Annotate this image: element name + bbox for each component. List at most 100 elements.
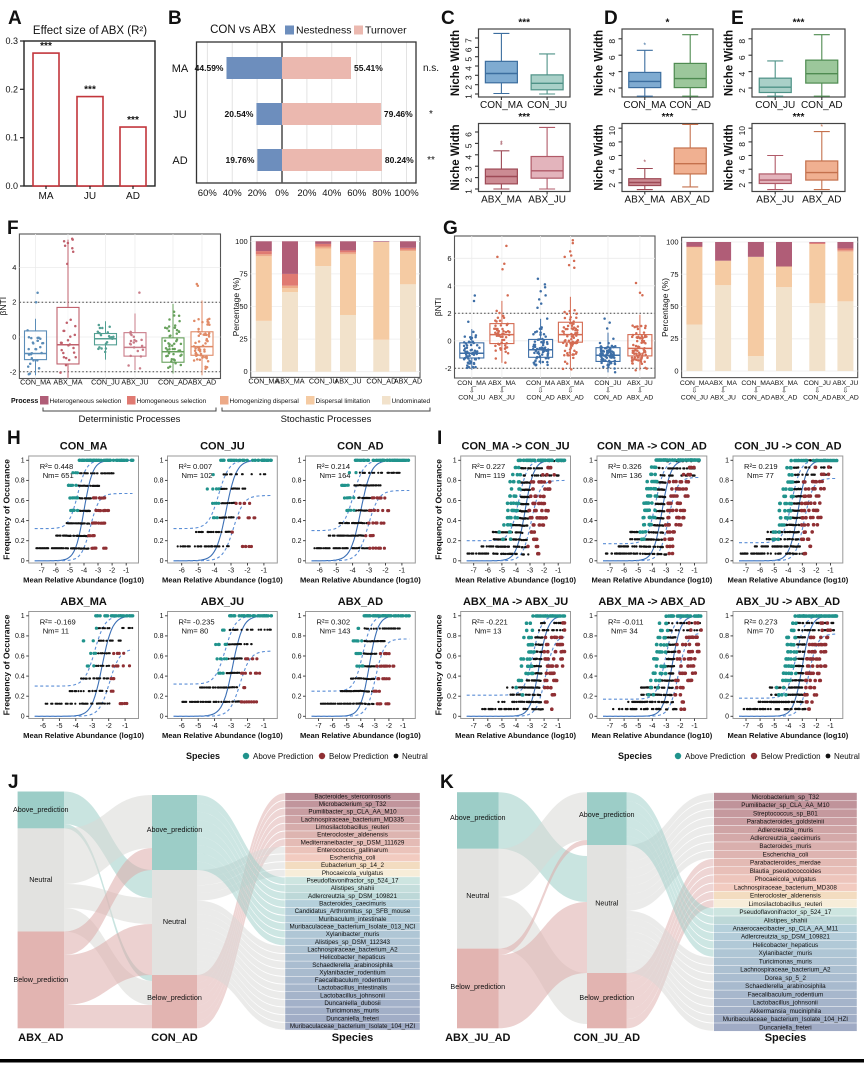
svg-text:0.8: 0.8 (15, 478, 25, 485)
svg-text:D: D (604, 8, 618, 29)
svg-text:Lachnospiraceae_bacterium_A2: Lachnospiraceae_bacterium_A2 (740, 967, 831, 974)
svg-text:2: 2 (607, 88, 617, 93)
svg-text:-6: -6 (485, 568, 491, 575)
svg-text:-1: -1 (691, 723, 697, 730)
svg-text:ABX_AD: ABX_AD (802, 195, 841, 206)
svg-text:-6: -6 (329, 723, 335, 730)
svg-text:ABX_MA: ABX_MA (60, 596, 107, 608)
svg-text:0: 0 (674, 367, 678, 376)
svg-text:Alistipes_shahii: Alistipes_shahii (331, 885, 374, 892)
svg-text:0.4: 0.4 (154, 673, 164, 680)
svg-text:0.2: 0.2 (15, 694, 25, 701)
svg-text:3: 3 (464, 75, 474, 80)
svg-text:6: 6 (464, 47, 474, 52)
svg-text:Escherichia_coli: Escherichia_coli (763, 851, 809, 858)
svg-text:Frequency of Occurance: Frequency of Occurance (434, 614, 444, 715)
svg-text:Mean Relative Abundance (log10: Mean Relative Abundance (log10) (300, 731, 421, 740)
svg-text:40%: 40% (322, 188, 342, 199)
svg-text:-6: -6 (179, 568, 185, 575)
svg-text:Species: Species (332, 1032, 374, 1044)
svg-text:-6: -6 (757, 723, 763, 730)
svg-text:Species: Species (765, 1032, 807, 1044)
svg-text:ABX_MA: ABX_MA (53, 378, 82, 387)
svg-text:ABX_AD: ABX_AD (394, 377, 422, 386)
svg-text:Bacteroides_muris: Bacteroides_muris (759, 843, 811, 850)
svg-text:Nestedness: Nestedness (296, 25, 351, 37)
svg-text:-4: -4 (785, 568, 791, 575)
svg-text:25: 25 (239, 335, 247, 344)
svg-text:-5: -5 (195, 568, 201, 575)
svg-text:*: * (820, 124, 823, 131)
svg-text:B: B (168, 8, 182, 29)
svg-text:*: * (500, 143, 503, 150)
svg-text:Xylanibacter_rodentium: Xylanibacter_rodentium (319, 969, 385, 976)
svg-text:Effect size of ABX (R²): Effect size of ABX (R²) (33, 25, 147, 37)
svg-text:CON_MA: CON_MA (480, 100, 523, 111)
svg-text:0.6: 0.6 (154, 653, 164, 660)
svg-text:6: 6 (737, 155, 747, 160)
svg-text:βNTI: βNTI (433, 298, 443, 317)
svg-text:4: 4 (607, 169, 617, 174)
svg-text:Pumilibacter_sp_CLA_AA_M10: Pumilibacter_sp_CLA_AA_M10 (308, 809, 397, 816)
svg-text:1: 1 (725, 613, 729, 620)
svg-text:⇩: ⇩ (842, 387, 848, 395)
svg-text:0: 0 (21, 714, 25, 721)
svg-text:⇩: ⇩ (814, 387, 820, 395)
svg-text:1: 1 (589, 458, 593, 465)
svg-text:-2: -2 (445, 364, 452, 373)
svg-text:8: 8 (737, 39, 747, 44)
svg-text:ABX_MA: ABX_MA (481, 195, 522, 206)
svg-text:CON_AD: CON_AD (669, 100, 711, 111)
svg-text:0.4: 0.4 (583, 518, 593, 525)
svg-text:Phocaeicola_vulgatus: Phocaeicola_vulgatus (322, 870, 383, 877)
svg-text:Lachnospiraceae_bacterium_A2: Lachnospiraceae_bacterium_A2 (307, 947, 398, 954)
svg-text:Nm= 70: Nm= 70 (747, 627, 774, 636)
svg-text:1: 1 (589, 613, 593, 620)
svg-text:Dorea_sp_5_2: Dorea_sp_5_2 (765, 975, 807, 982)
svg-text:Adlercreutzia_sp_DSM_109821: Adlercreutzia_sp_DSM_109821 (308, 893, 397, 900)
svg-text:40%: 40% (223, 188, 243, 199)
svg-text:Frequency of Occurance: Frequency of Occurance (2, 614, 12, 715)
svg-text:0.8: 0.8 (292, 633, 302, 640)
svg-text:CON_JU: CON_JU (309, 377, 338, 386)
svg-text:100%: 100% (394, 188, 419, 199)
svg-text:0.8: 0.8 (583, 633, 593, 640)
svg-text:ABX_MA: ABX_MA (709, 380, 737, 387)
svg-text:-2: -2 (541, 568, 547, 575)
svg-text:R²= -0.221: R²= -0.221 (472, 618, 508, 627)
svg-text:8: 8 (607, 142, 617, 147)
svg-text:Neutral: Neutral (834, 752, 860, 761)
svg-text:*: * (429, 109, 433, 120)
svg-text:60%: 60% (198, 188, 218, 199)
svg-text:2: 2 (737, 183, 747, 188)
svg-text:-7: -7 (743, 568, 749, 575)
svg-text:ABX_AD: ABX_AD (557, 395, 584, 402)
svg-text:6: 6 (464, 132, 474, 137)
svg-text:R²= 0.219: R²= 0.219 (744, 462, 778, 471)
svg-text:4: 4 (464, 155, 474, 160)
svg-text:CON_MA -> CON_AD: CON_MA -> CON_AD (597, 441, 707, 453)
svg-text:0.4: 0.4 (154, 518, 164, 525)
svg-text:-3: -3 (95, 568, 101, 575)
svg-text:10: 10 (737, 126, 747, 136)
svg-text:1: 1 (725, 458, 729, 465)
svg-text:-4: -4 (211, 723, 217, 730)
svg-text:Above_prediction: Above_prediction (450, 813, 506, 822)
svg-text:75: 75 (239, 269, 247, 278)
svg-text:R²= 0.273: R²= 0.273 (744, 618, 778, 627)
svg-text:Neutral: Neutral (29, 875, 53, 884)
svg-text:6: 6 (607, 55, 617, 60)
svg-text:-3: -3 (527, 568, 533, 575)
svg-text:-2: -2 (677, 723, 683, 730)
svg-text:Alistipes_sp_DSM_112343: Alistipes_sp_DSM_112343 (315, 939, 391, 946)
svg-text:***: *** (518, 18, 530, 29)
svg-text:0.4: 0.4 (719, 518, 729, 525)
svg-text:***: *** (793, 112, 805, 123)
svg-text:-6: -6 (757, 568, 763, 575)
svg-text:Akkermansia_muciniphila: Akkermansia_muciniphila (750, 1008, 822, 1015)
svg-text:0.8: 0.8 (583, 478, 593, 485)
svg-text:2: 2 (12, 298, 16, 307)
svg-text:ABX_MA -> ABX_AD: ABX_MA -> ABX_AD (598, 596, 705, 608)
svg-text:0.8: 0.8 (154, 478, 164, 485)
svg-text:ABX_MA: ABX_MA (275, 377, 304, 386)
